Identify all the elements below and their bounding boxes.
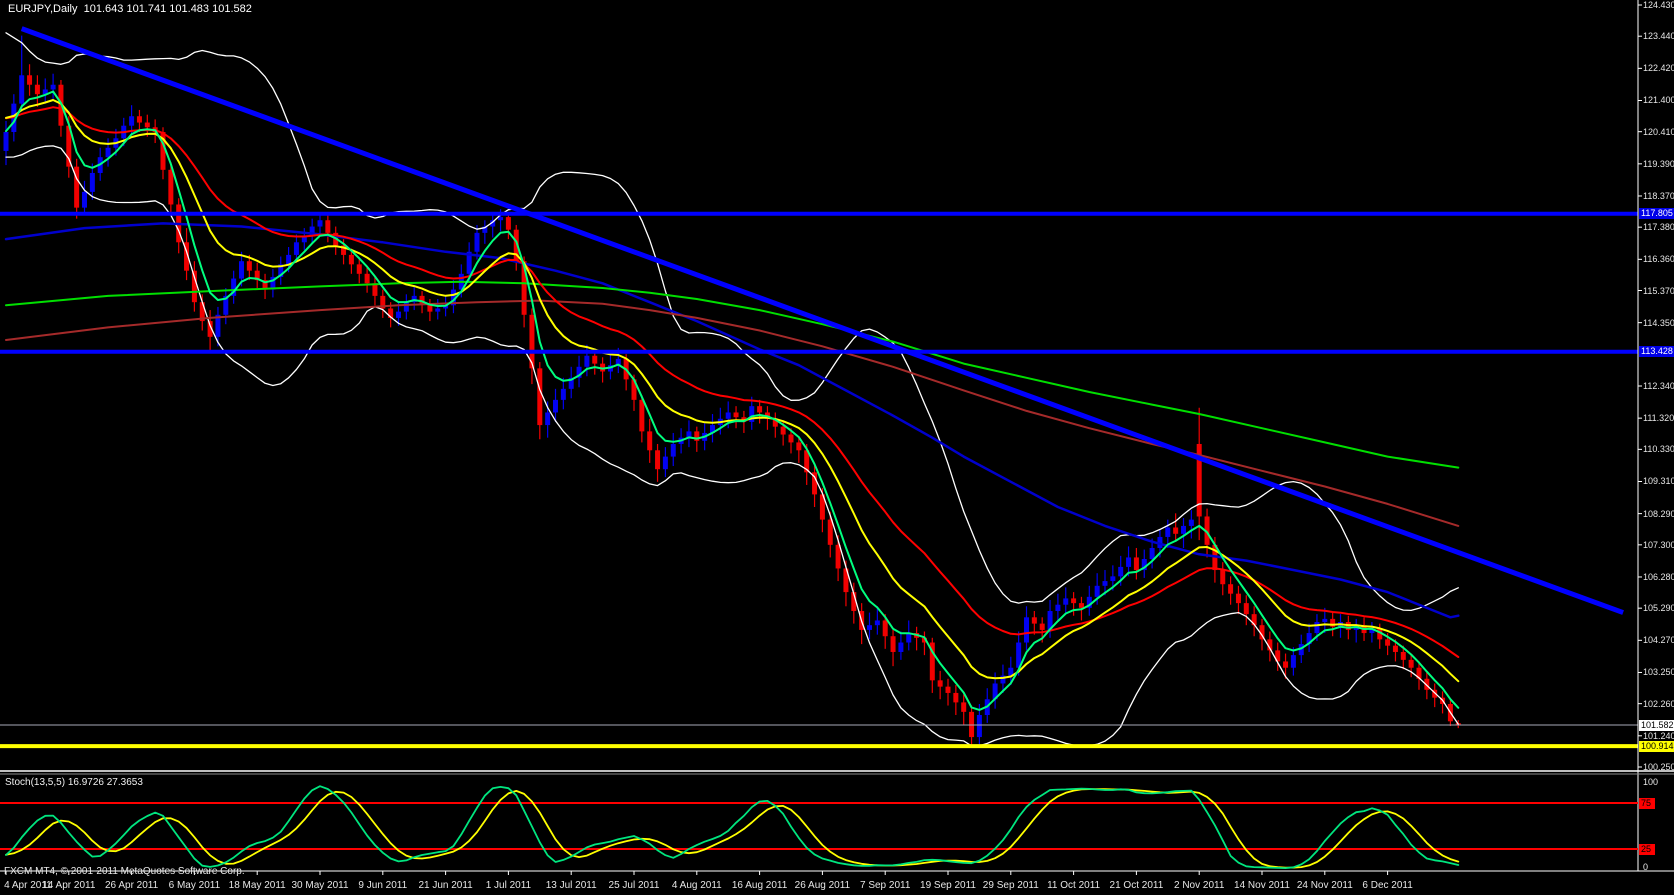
date-tick-label: 1 Jul 2011: [485, 880, 532, 891]
price-tick-label: 103.250: [1643, 667, 1674, 678]
date-tick-label: 13 Jul 2011: [545, 880, 597, 891]
date-tick-label: 2 Nov 2011: [1173, 880, 1225, 891]
price-badge-113.428: 113.428: [1639, 346, 1674, 358]
date-tick-label: 21 Oct 2011: [1109, 880, 1164, 891]
date-tick-label: 11 Oct 2011: [1047, 880, 1101, 891]
price-tick-label: 110.330: [1643, 444, 1674, 455]
date-tick-label: 16 Aug 2011: [731, 880, 788, 891]
copyright-text: FXCM MT4, © 2001-2011 MetaQuotes Softwar…: [4, 866, 245, 877]
price-tick-label: 102.260: [1643, 698, 1674, 709]
stoch-scale-label: 100: [1643, 777, 1659, 787]
ohlc-close: 101.582: [212, 3, 252, 15]
date-tick-label: 18 May 2011: [228, 880, 286, 891]
price-badge-101.582: 101.582: [1639, 719, 1674, 731]
symbol-timeframe-label: EURJPY,Daily: [8, 3, 78, 15]
price-tick-label: 122.420: [1643, 63, 1674, 74]
date-tick-label: 14 Nov 2011: [1234, 880, 1290, 891]
axis-chrome-layer: [0, 0, 1674, 875]
price-badge-117.805: 117.805: [1639, 208, 1674, 220]
date-tick-label: 4 Apr 2011: [4, 880, 52, 891]
price-tick-label: 115.370: [1643, 285, 1674, 296]
date-tick-label: 6 Dec 2011: [1362, 880, 1413, 891]
ohlc-low: 101.483: [169, 3, 210, 15]
date-tick-label: 9 Jun 2011: [358, 880, 408, 891]
date-tick-label: 30 May 2011: [291, 880, 349, 891]
date-tick-label: 21 Jun 2011: [418, 880, 473, 891]
ohlc-open: 101.643: [83, 3, 124, 15]
stoch-scale-label: 0: [1643, 862, 1649, 872]
price-tick-label: 101.240: [1643, 730, 1674, 741]
price-tick-label: 123.440: [1643, 31, 1674, 42]
price-tick-label: 109.310: [1643, 476, 1674, 487]
price-tick-label: 104.270: [1643, 635, 1674, 646]
price-tick-label: 105.290: [1643, 603, 1674, 614]
stoch-level-badge-75: 75: [1639, 797, 1655, 809]
date-tick-label: 25 Jul 2011: [608, 880, 660, 891]
price-tick-label: 100.250: [1643, 762, 1674, 772]
price-tick-label: 121.400: [1643, 95, 1674, 106]
date-tick-label: 14 Apr 2011: [42, 880, 96, 891]
date-tick-label: 4 Aug 2011: [671, 880, 722, 891]
candles-layer: [3, 35, 1461, 746]
price-tick-label: 118.370: [1643, 190, 1674, 201]
stoch-indicator-label: Stoch(13,5,5) 16.9726 27.3653: [5, 777, 143, 788]
date-tick-label: 6 May 2011: [168, 880, 221, 891]
price-tick-label: 106.280: [1643, 571, 1674, 582]
stochastic-layer: [0, 785, 1638, 869]
price-tick-label: 119.390: [1643, 158, 1674, 169]
chart-title: EURJPY,Daily 101.643 101.741 101.483 101…: [8, 3, 252, 15]
date-tick-label: 19 Sep 2011: [920, 880, 976, 891]
ohlc-high: 101.741: [126, 3, 167, 15]
price-badge-100.914: 100.914: [1639, 740, 1674, 752]
price-tick-label: 117.380: [1643, 222, 1674, 233]
date-tick-label: 24 Nov 2011: [1296, 880, 1353, 891]
price-tick-label: 114.350: [1643, 317, 1674, 328]
chart-objects-layer: [0, 26, 1638, 749]
indicator-lines-layer: [4, 32, 1460, 747]
price-tick-label: 116.360: [1643, 254, 1674, 265]
price-tick-label: 111.320: [1643, 413, 1674, 424]
price-tick-label: 108.290: [1643, 508, 1674, 519]
price-tick-label: 124.430: [1643, 0, 1674, 10]
date-tick-label: 26 Apr 2011: [104, 880, 159, 891]
date-tick-label: 29 Sep 2011: [982, 880, 1039, 891]
price-tick-label: 120.410: [1643, 126, 1674, 137]
price-tick-label: 112.340: [1643, 381, 1674, 391]
date-tick-label: 26 Aug 2011: [794, 880, 851, 891]
stoch-level-badge-25: 25: [1639, 843, 1655, 855]
date-tick-label: 7 Sep 2011: [859, 880, 911, 891]
price-tick-label: 107.300: [1643, 539, 1674, 550]
